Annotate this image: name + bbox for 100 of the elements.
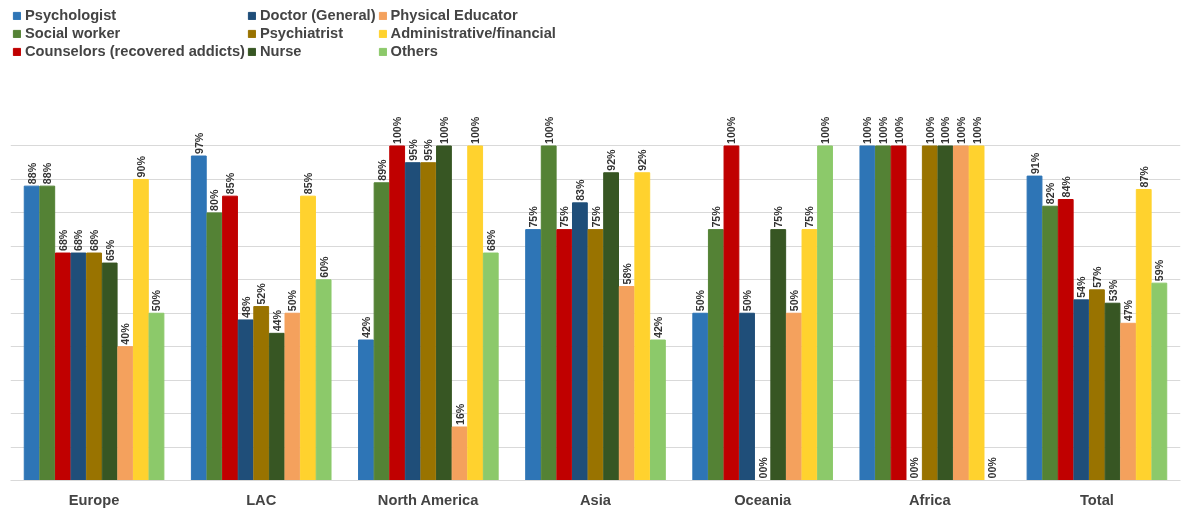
- data-label: 89%: [375, 158, 388, 181]
- bar: [284, 312, 301, 481]
- data-label: 58%: [620, 262, 633, 285]
- bar: [253, 306, 270, 481]
- bar: [968, 145, 985, 481]
- bar: [540, 145, 557, 481]
- data-label: 100%: [391, 116, 404, 144]
- data-label: 50%: [787, 289, 800, 312]
- bar: [921, 145, 938, 481]
- data-label: 53%: [1106, 279, 1119, 302]
- data-label: 75%: [772, 205, 785, 228]
- data-label: 83%: [573, 179, 586, 201]
- bar: [70, 252, 87, 481]
- bar: [1026, 175, 1043, 481]
- bar: [190, 155, 207, 481]
- bar: [482, 252, 499, 481]
- bar: [707, 229, 724, 481]
- bar: [937, 145, 954, 481]
- data-label: 88%: [41, 162, 54, 185]
- data-label: 100%: [923, 116, 936, 144]
- legend-label: Doctor (General): [259, 7, 376, 23]
- data-label: 75%: [803, 205, 816, 228]
- data-label: 97%: [192, 132, 205, 155]
- bar: [436, 145, 452, 481]
- data-label: 100%: [437, 116, 450, 144]
- data-label: 50%: [741, 289, 754, 312]
- data-label: 100%: [861, 116, 874, 144]
- bar: [222, 195, 238, 481]
- bar: [1042, 205, 1059, 481]
- data-label: 100%: [892, 116, 905, 144]
- data-label: 59%: [1153, 259, 1166, 282]
- bar: [1151, 282, 1168, 481]
- data-label: 84%: [1059, 175, 1072, 198]
- data-label: 60%: [317, 255, 330, 278]
- data-label: 100%: [939, 116, 952, 144]
- data-label: 16%: [453, 403, 466, 425]
- bar: [556, 229, 573, 481]
- bar: [54, 252, 71, 481]
- data-label: 87%: [1137, 165, 1150, 188]
- data-label: 100%: [469, 116, 482, 144]
- bar: [785, 312, 802, 481]
- data-label: 52%: [255, 282, 268, 305]
- bar: [101, 262, 118, 481]
- data-label: 80%: [208, 189, 221, 211]
- data-label: 65%: [103, 239, 116, 262]
- bar: [451, 426, 468, 481]
- bar: [39, 185, 56, 481]
- data-label: 68%: [72, 229, 85, 252]
- legend-label: Psychologist: [25, 7, 117, 23]
- bar: [1089, 289, 1105, 481]
- bar: [467, 145, 484, 481]
- data-label: 100%: [819, 116, 832, 144]
- bar: [692, 312, 709, 481]
- legend-label: Others: [390, 43, 438, 59]
- bar: [1104, 302, 1121, 481]
- data-label: 85%: [224, 172, 237, 195]
- bar: [571, 202, 588, 481]
- bar: [404, 162, 421, 481]
- data-label: 91%: [1028, 152, 1041, 175]
- bar: [389, 145, 406, 481]
- bar: [1057, 199, 1074, 481]
- data-label: 75%: [709, 205, 722, 228]
- bar: [875, 145, 891, 481]
- bar: [373, 182, 390, 481]
- data-label: 85%: [302, 172, 315, 195]
- bar: [739, 312, 755, 481]
- data-label: 95%: [422, 138, 435, 161]
- x-tick-label: Total: [1079, 491, 1114, 508]
- data-label: 82%: [1044, 182, 1057, 205]
- data-label: 48%: [239, 296, 252, 318]
- data-label: 00%: [908, 456, 921, 479]
- data-label: 88%: [25, 162, 38, 185]
- data-label: 75%: [589, 205, 602, 228]
- data-label: 100%: [542, 116, 555, 144]
- bar: [723, 145, 740, 481]
- bar: [649, 339, 666, 481]
- bar: [525, 229, 542, 481]
- bar: [420, 162, 437, 481]
- bar: [1135, 188, 1152, 481]
- x-tick-label: Asia: [580, 491, 612, 508]
- bar: [890, 145, 907, 481]
- bar: [358, 339, 374, 481]
- data-label: 54%: [1075, 276, 1088, 298]
- data-label: 42%: [651, 316, 664, 339]
- data-label: 75%: [527, 205, 540, 228]
- bar: [315, 279, 332, 481]
- bar: [587, 229, 604, 481]
- legend-label: Administrative/financial: [390, 25, 556, 41]
- x-tick-label: Oceania: [734, 491, 793, 508]
- x-tick-label: LAC: [246, 491, 277, 508]
- legend-label: Physical Educator: [390, 7, 518, 23]
- bar: [132, 178, 149, 481]
- bar: [23, 185, 40, 481]
- bar: [117, 346, 134, 481]
- data-label: 44%: [270, 309, 283, 332]
- legend-label: Social worker: [25, 25, 121, 41]
- bar: [801, 229, 818, 481]
- data-label: 00%: [986, 456, 999, 479]
- data-label: 92%: [605, 148, 618, 171]
- legend-label: Counselors (recovered addicts): [25, 43, 245, 59]
